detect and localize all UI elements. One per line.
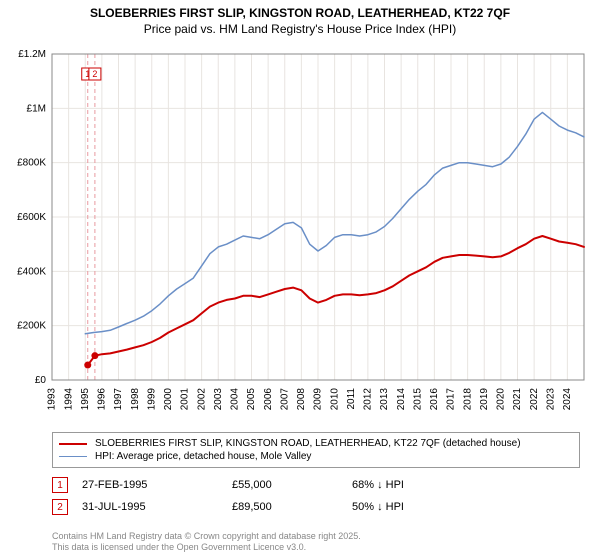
sale-row: 2 31-JUL-1995£89,50050% ↓ HPI <box>52 496 580 518</box>
sale-hpi-delta: 68% ↓ HPI <box>352 479 472 491</box>
y-tick-label: £1M <box>27 103 46 114</box>
sale-rows: 1 27-FEB-1995£55,00068% ↓ HPI 2 31-JUL-1995… <box>52 474 580 518</box>
sale-price: £55,000 <box>232 479 352 491</box>
x-tick-label: 2017 <box>446 388 457 411</box>
legend-swatch <box>59 443 87 445</box>
x-tick-label: 2009 <box>313 388 324 411</box>
x-tick-label: 2008 <box>296 388 307 411</box>
page-title: SLOEBERRIES FIRST SLIP, KINGSTON ROAD, L… <box>0 6 600 20</box>
copyright-line-2: This data is licensed under the Open Gov… <box>52 542 361 554</box>
price-chart: £0 £200K £400K £600K £800K £1M £1.2M 1993 1994 19… <box>0 44 600 424</box>
x-tick-label: 2023 <box>545 388 556 411</box>
x-tick-label: 2013 <box>379 388 390 411</box>
sale-row: 1 27-FEB-1995£55,00068% ↓ HPI <box>52 474 580 496</box>
copyright-notice: Contains HM Land Registry data © Crown c… <box>52 531 361 554</box>
x-tick-label: 2020 <box>496 388 507 411</box>
sale-point <box>91 352 98 359</box>
legend-item: HPI: Average price, detached house, Mole… <box>59 450 573 463</box>
x-tick-label: 2024 <box>562 388 573 411</box>
x-tick-label: 2002 <box>196 388 207 411</box>
legend: SLOEBERRIES FIRST SLIP, KINGSTON ROAD, L… <box>52 432 580 468</box>
y-tick-label: £1.2M <box>18 49 46 60</box>
x-tick-label: 1995 <box>80 388 91 411</box>
sale-date: 27-FEB-1995 <box>82 479 232 491</box>
x-tick-label: 2007 <box>279 388 290 411</box>
x-tick-label: 1997 <box>113 388 124 411</box>
x-tick-label: 2004 <box>230 388 241 411</box>
sale-hpi-delta: 50% ↓ HPI <box>352 501 472 513</box>
sale-badge: 2 <box>52 499 68 515</box>
x-tick-label: 1993 <box>47 388 58 411</box>
sale-point <box>84 362 91 369</box>
x-tick-label: 2000 <box>163 388 174 411</box>
y-tick-label: £600K <box>17 212 46 223</box>
x-tick-label: 1999 <box>146 388 157 411</box>
x-tick-label: 2022 <box>529 388 540 411</box>
x-tick-label: 1996 <box>97 388 108 411</box>
x-tick-label: 2018 <box>462 388 473 411</box>
x-tick-label: 2021 <box>512 388 523 411</box>
y-tick-label: £800K <box>17 158 46 169</box>
x-tick-label: 2016 <box>429 388 440 411</box>
copyright-line-1: Contains HM Land Registry data © Crown c… <box>52 531 361 543</box>
sale-marker-number: 2 <box>92 69 97 79</box>
y-tick-label: £0 <box>35 375 47 386</box>
page-subtitle: Price paid vs. HM Land Registry's House … <box>0 22 600 36</box>
legend-label: SLOEBERRIES FIRST SLIP, KINGSTON ROAD, L… <box>95 438 521 449</box>
legend-swatch <box>59 456 87 457</box>
x-tick-label: 2011 <box>346 388 357 410</box>
sale-date: 31-JUL-1995 <box>82 501 232 513</box>
legend-item: SLOEBERRIES FIRST SLIP, KINGSTON ROAD, L… <box>59 437 573 450</box>
x-tick-label: 2001 <box>180 388 191 411</box>
x-tick-label: 2003 <box>213 388 224 411</box>
y-tick-label: £200K <box>17 321 46 332</box>
x-tick-label: 2014 <box>396 388 407 411</box>
x-tick-label: 2006 <box>263 388 274 411</box>
sale-price: £89,500 <box>232 501 352 513</box>
x-tick-label: 2012 <box>363 388 374 411</box>
x-tick-label: 1998 <box>130 388 141 411</box>
legend-label: HPI: Average price, detached house, Mole… <box>95 451 311 462</box>
y-tick-label: £400K <box>17 266 46 277</box>
x-tick-label: 2015 <box>412 388 423 411</box>
x-tick-label: 2019 <box>479 388 490 411</box>
x-tick-label: 1994 <box>63 388 74 411</box>
x-tick-label: 2005 <box>246 388 257 411</box>
sale-badge: 1 <box>52 477 68 493</box>
x-tick-label: 2010 <box>329 388 340 411</box>
